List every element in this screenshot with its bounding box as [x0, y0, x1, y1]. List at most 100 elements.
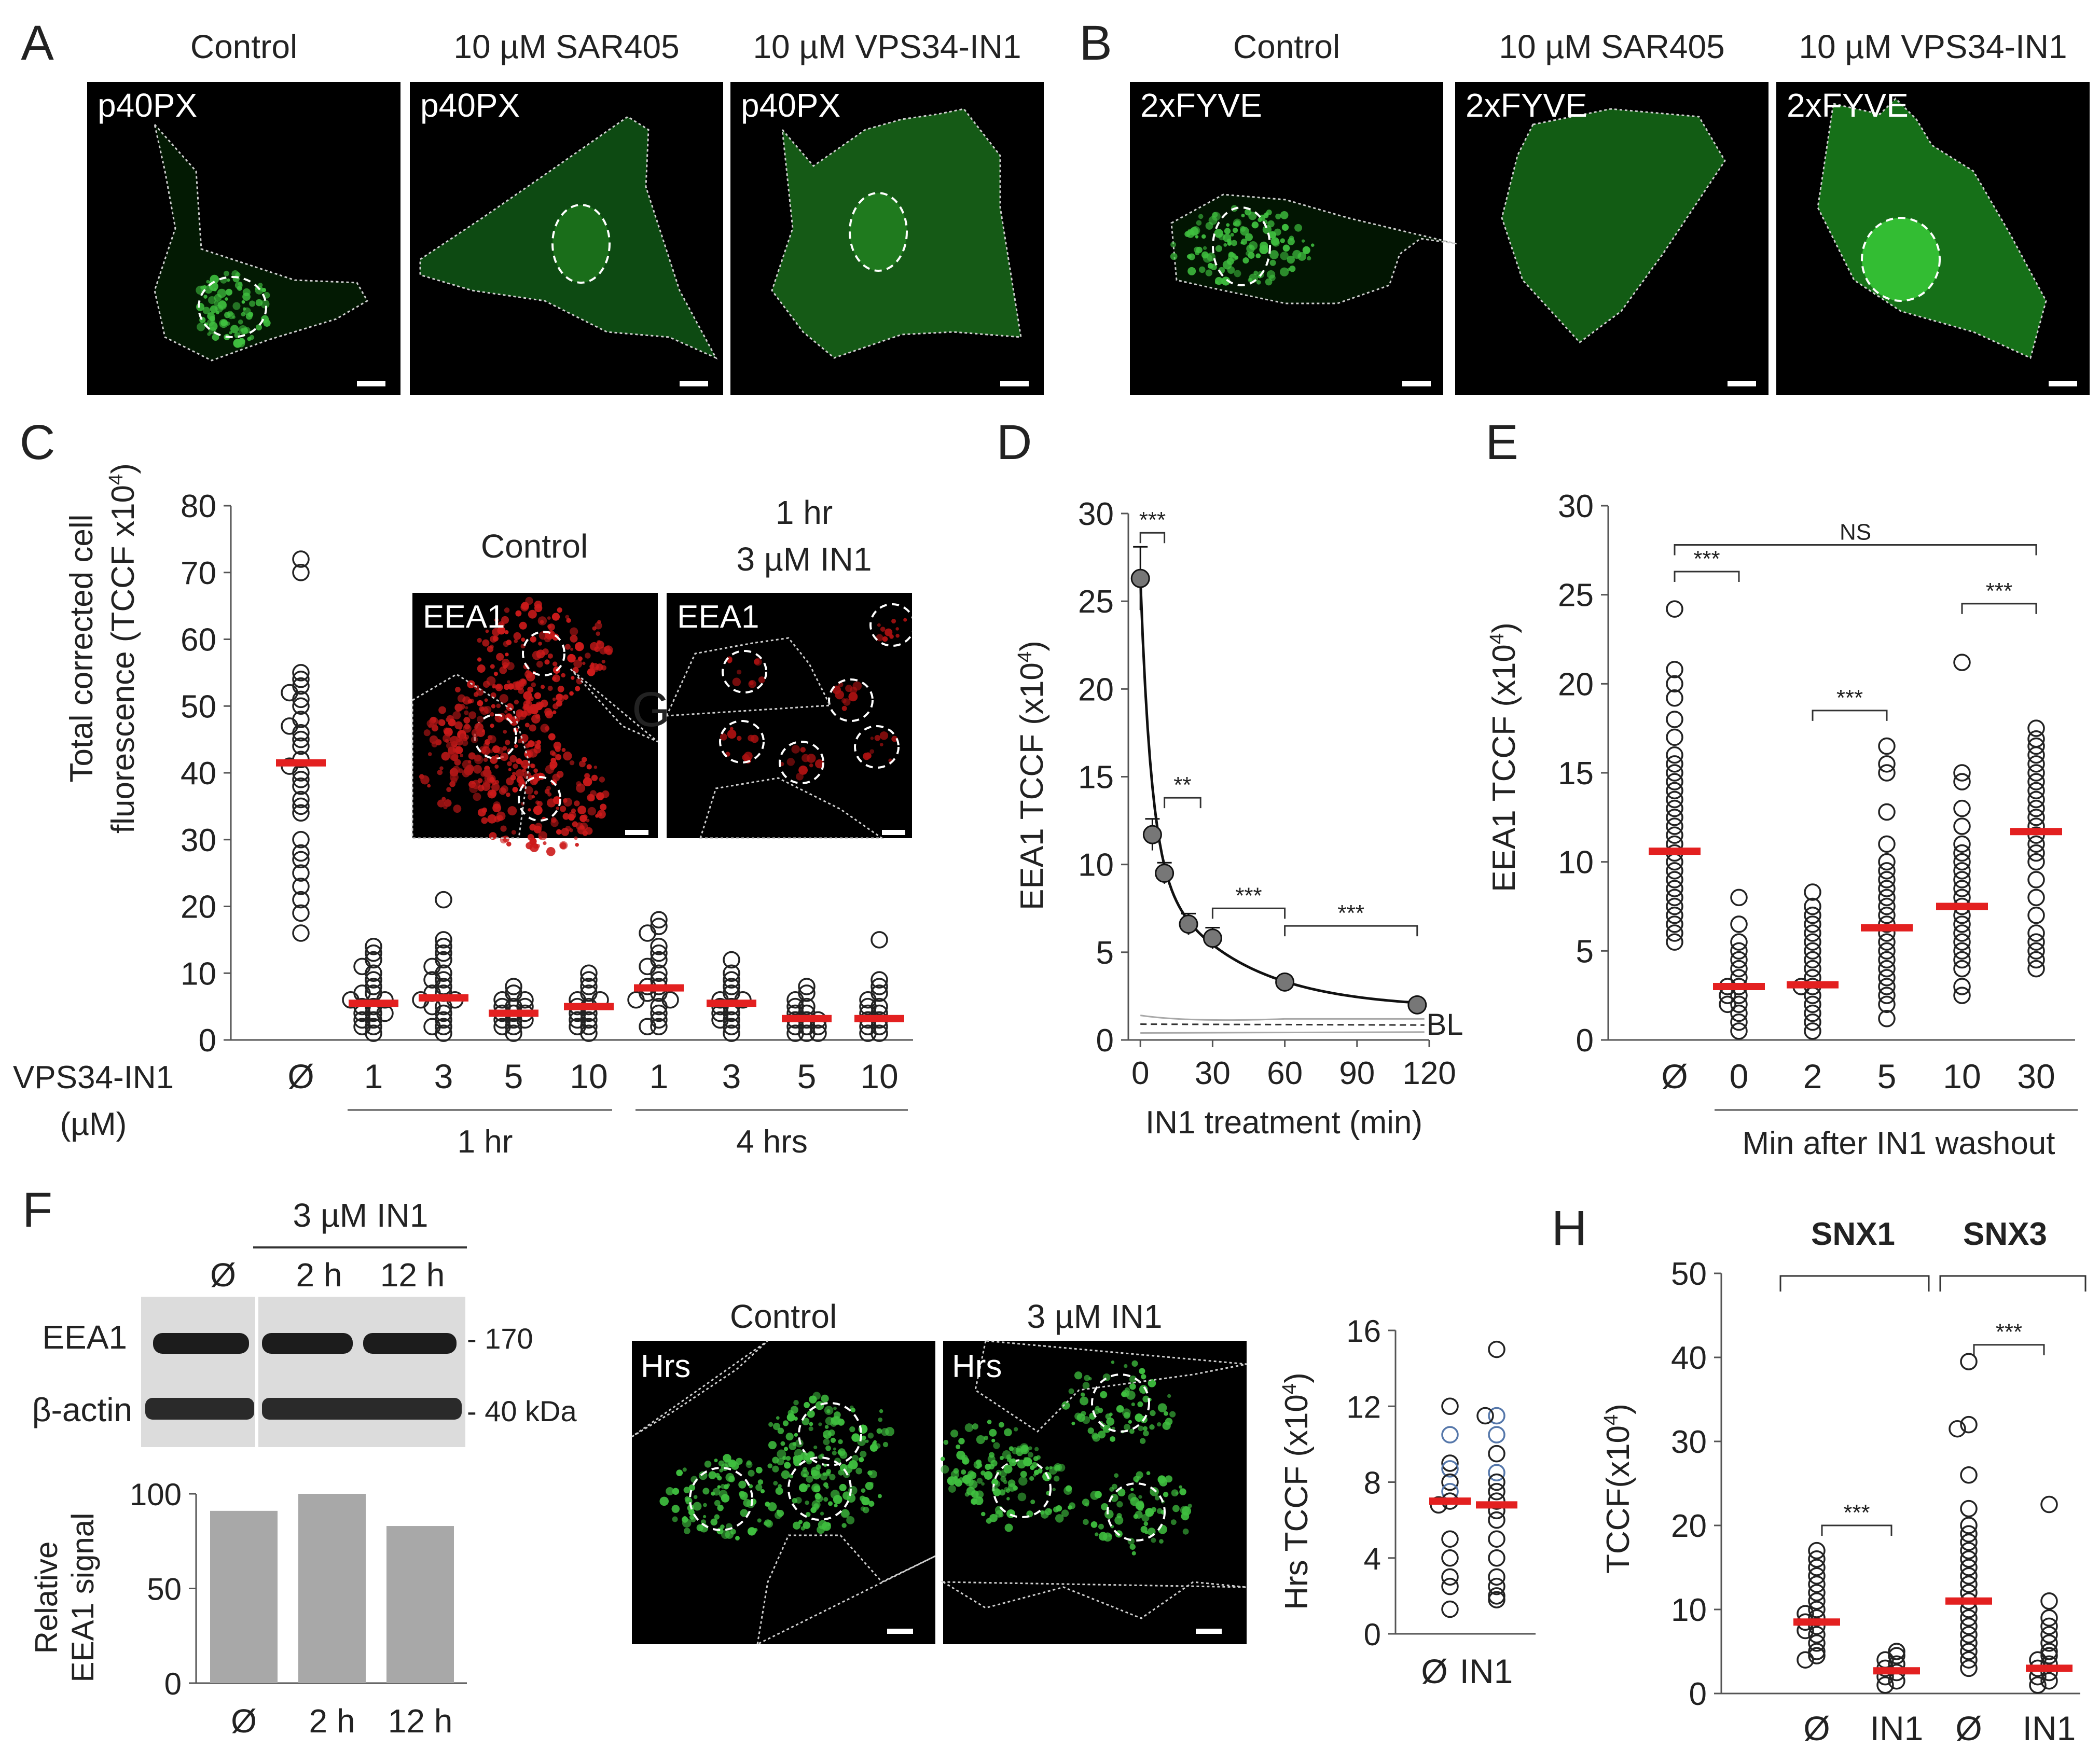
endosome [1195, 235, 1199, 239]
E-2-point [1804, 933, 1821, 951]
endosome [574, 800, 580, 807]
C-1-point [365, 964, 382, 982]
endosome [768, 1441, 777, 1450]
endosome [772, 1465, 779, 1473]
endosome [575, 843, 579, 847]
C-0-point [292, 831, 310, 849]
scale-bar [882, 830, 905, 835]
H-0-point [1808, 1634, 1826, 1652]
endosome [1266, 210, 1272, 215]
endosome [1033, 1456, 1039, 1462]
endosome [564, 644, 571, 650]
E-4-point [1953, 773, 1971, 790]
E-5-point [2027, 764, 2045, 782]
endosome [1187, 267, 1196, 275]
endosome [993, 1442, 1000, 1449]
E-1-point [1730, 995, 1748, 1014]
endosome [206, 280, 210, 284]
C-2-point [435, 944, 452, 962]
endosome [212, 334, 219, 341]
E-3-point [1878, 803, 1896, 821]
E-0-point [1666, 746, 1683, 764]
C-8-point [871, 978, 888, 995]
H-3-point [2040, 1647, 2058, 1664]
endosome [249, 300, 256, 307]
cell-outline [756, 1534, 936, 1646]
G-0-point [1441, 1397, 1459, 1415]
H-2-point [1960, 1609, 1978, 1627]
cell-outline [665, 637, 832, 717]
endosome [838, 1439, 843, 1445]
endosome [204, 285, 213, 294]
G-1-point [1488, 1407, 1505, 1425]
G-0-point [1441, 1454, 1459, 1472]
endosome [1018, 1476, 1028, 1486]
endosome [879, 731, 889, 740]
endosome [496, 703, 501, 709]
endosome [563, 751, 572, 761]
endosome [804, 1401, 810, 1408]
endosome [500, 836, 507, 844]
endosome [956, 1444, 961, 1449]
endosome [1006, 1497, 1010, 1501]
endosome [530, 763, 534, 768]
endosome [1045, 1466, 1049, 1470]
endosome [515, 682, 524, 690]
E-1-point [1730, 1013, 1748, 1031]
endosome [1122, 1408, 1131, 1418]
C-x-tick-label: 3 [722, 1057, 741, 1095]
H-2-point [1960, 1466, 1978, 1484]
endosome [1143, 1521, 1149, 1526]
endosome [998, 1422, 1004, 1428]
endosome [534, 604, 543, 613]
endosome [964, 1492, 970, 1497]
endosome [548, 733, 556, 741]
G-1-point [1488, 1511, 1505, 1529]
E-5-point [2027, 906, 2045, 924]
endosome [969, 1472, 977, 1479]
H-0-point [1808, 1559, 1826, 1576]
F-x-tick-label: Ø [231, 1702, 257, 1740]
endosome [1163, 1411, 1168, 1416]
endosome [767, 1502, 777, 1511]
endosome [1124, 1364, 1128, 1368]
C-3-point [505, 978, 522, 995]
C-1-point [365, 1024, 382, 1042]
endosome [796, 772, 804, 781]
endosome [878, 1417, 883, 1422]
H-2-point [1960, 1353, 1978, 1370]
endosome [450, 777, 458, 784]
E-sig-bracket [1961, 603, 2037, 614]
E-2-point [1804, 951, 1821, 969]
endosome [526, 842, 533, 850]
H-1-point [1888, 1647, 1905, 1664]
C-row-label: VPS34-IN1 [13, 1060, 174, 1095]
E-5-point [2027, 790, 2045, 809]
nucleus-outline [779, 741, 824, 784]
endosome [514, 744, 518, 748]
endosome [552, 661, 558, 667]
G-1-point [1488, 1577, 1505, 1595]
E-2-point [1804, 906, 1821, 924]
endosome [224, 312, 231, 318]
endosome [1038, 1469, 1043, 1474]
endosome [1297, 252, 1307, 261]
E-0-point [1666, 880, 1683, 897]
endosome [527, 740, 535, 747]
endosome [867, 1433, 874, 1439]
endosome [800, 1452, 809, 1461]
E-4-point [1953, 835, 1971, 853]
probe-label-C-1: EEA1 [677, 599, 759, 635]
condition-label-B-2: 10 µM VPS34-IN1 [1799, 28, 2067, 65]
endosome [460, 733, 465, 739]
E-2-point [1804, 1004, 1821, 1022]
E-4-point [1953, 844, 1971, 862]
endosome [465, 706, 468, 710]
E-5-point [2027, 871, 2045, 889]
endosome [852, 1434, 858, 1439]
cell-outline [153, 121, 369, 362]
cell-outline [974, 1340, 1247, 1433]
endosome [1068, 1388, 1074, 1394]
endosome [1000, 1455, 1004, 1460]
endosome [544, 707, 552, 716]
